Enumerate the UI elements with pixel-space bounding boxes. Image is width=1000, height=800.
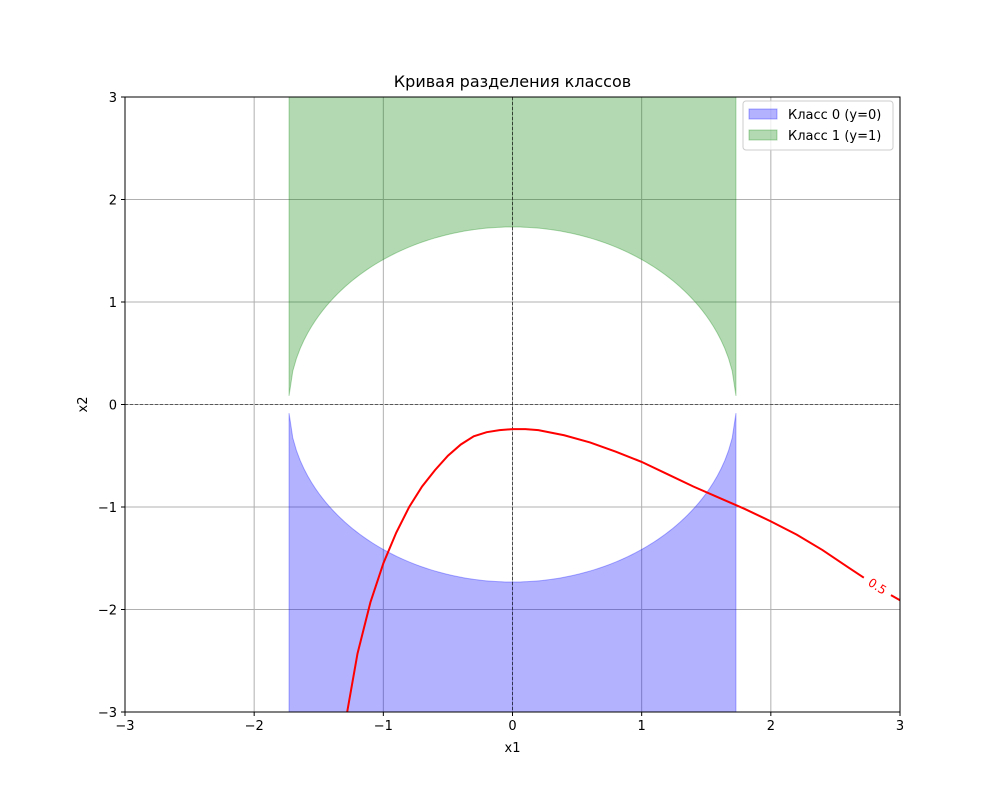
x-tick-label: −2 [245,719,264,734]
x-tick-label: −1 [374,719,393,734]
legend-swatch-class-1 [748,129,778,141]
x-tick-label: 0 [508,719,516,734]
class-1-region [288,97,737,396]
chart-title: Кривая разделения классов [394,72,631,91]
y-tick-label: 3 [109,91,117,106]
reference-lines [125,97,900,712]
x-tick-label: 2 [767,719,775,734]
legend-swatch-class-0 [748,108,778,120]
y-axis-label: x2 [76,397,91,413]
class-0-region [288,413,737,712]
y-tick-label: 2 [109,194,117,209]
x-tick-label: 3 [896,719,904,734]
axis-ticks: −3 −2 −1 0 1 2 3 −3 −2 −1 0 1 2 3 [98,91,904,734]
x-tick-label: 1 [638,719,646,734]
y-tick-label: −1 [98,501,117,516]
decision-boundary-line-tail [890,594,900,602]
legend-box [742,100,894,151]
class-regions [288,97,737,712]
decision-boundary-line [346,428,865,712]
y-tick-label: −2 [98,604,117,619]
x-tick-label: −3 [115,719,134,734]
y-tick-label: 1 [109,296,117,311]
legend-label-class-0: Класс 0 (y=0) [788,108,881,123]
y-tick-label: −3 [98,706,117,721]
legend-label-class-1: Класс 1 (y=1) [788,129,881,144]
legend: Класс 0 (y=0) Класс 1 (y=1) [742,100,894,151]
y-tick-label: 0 [109,399,117,414]
x-axis-label: x1 [505,741,521,756]
